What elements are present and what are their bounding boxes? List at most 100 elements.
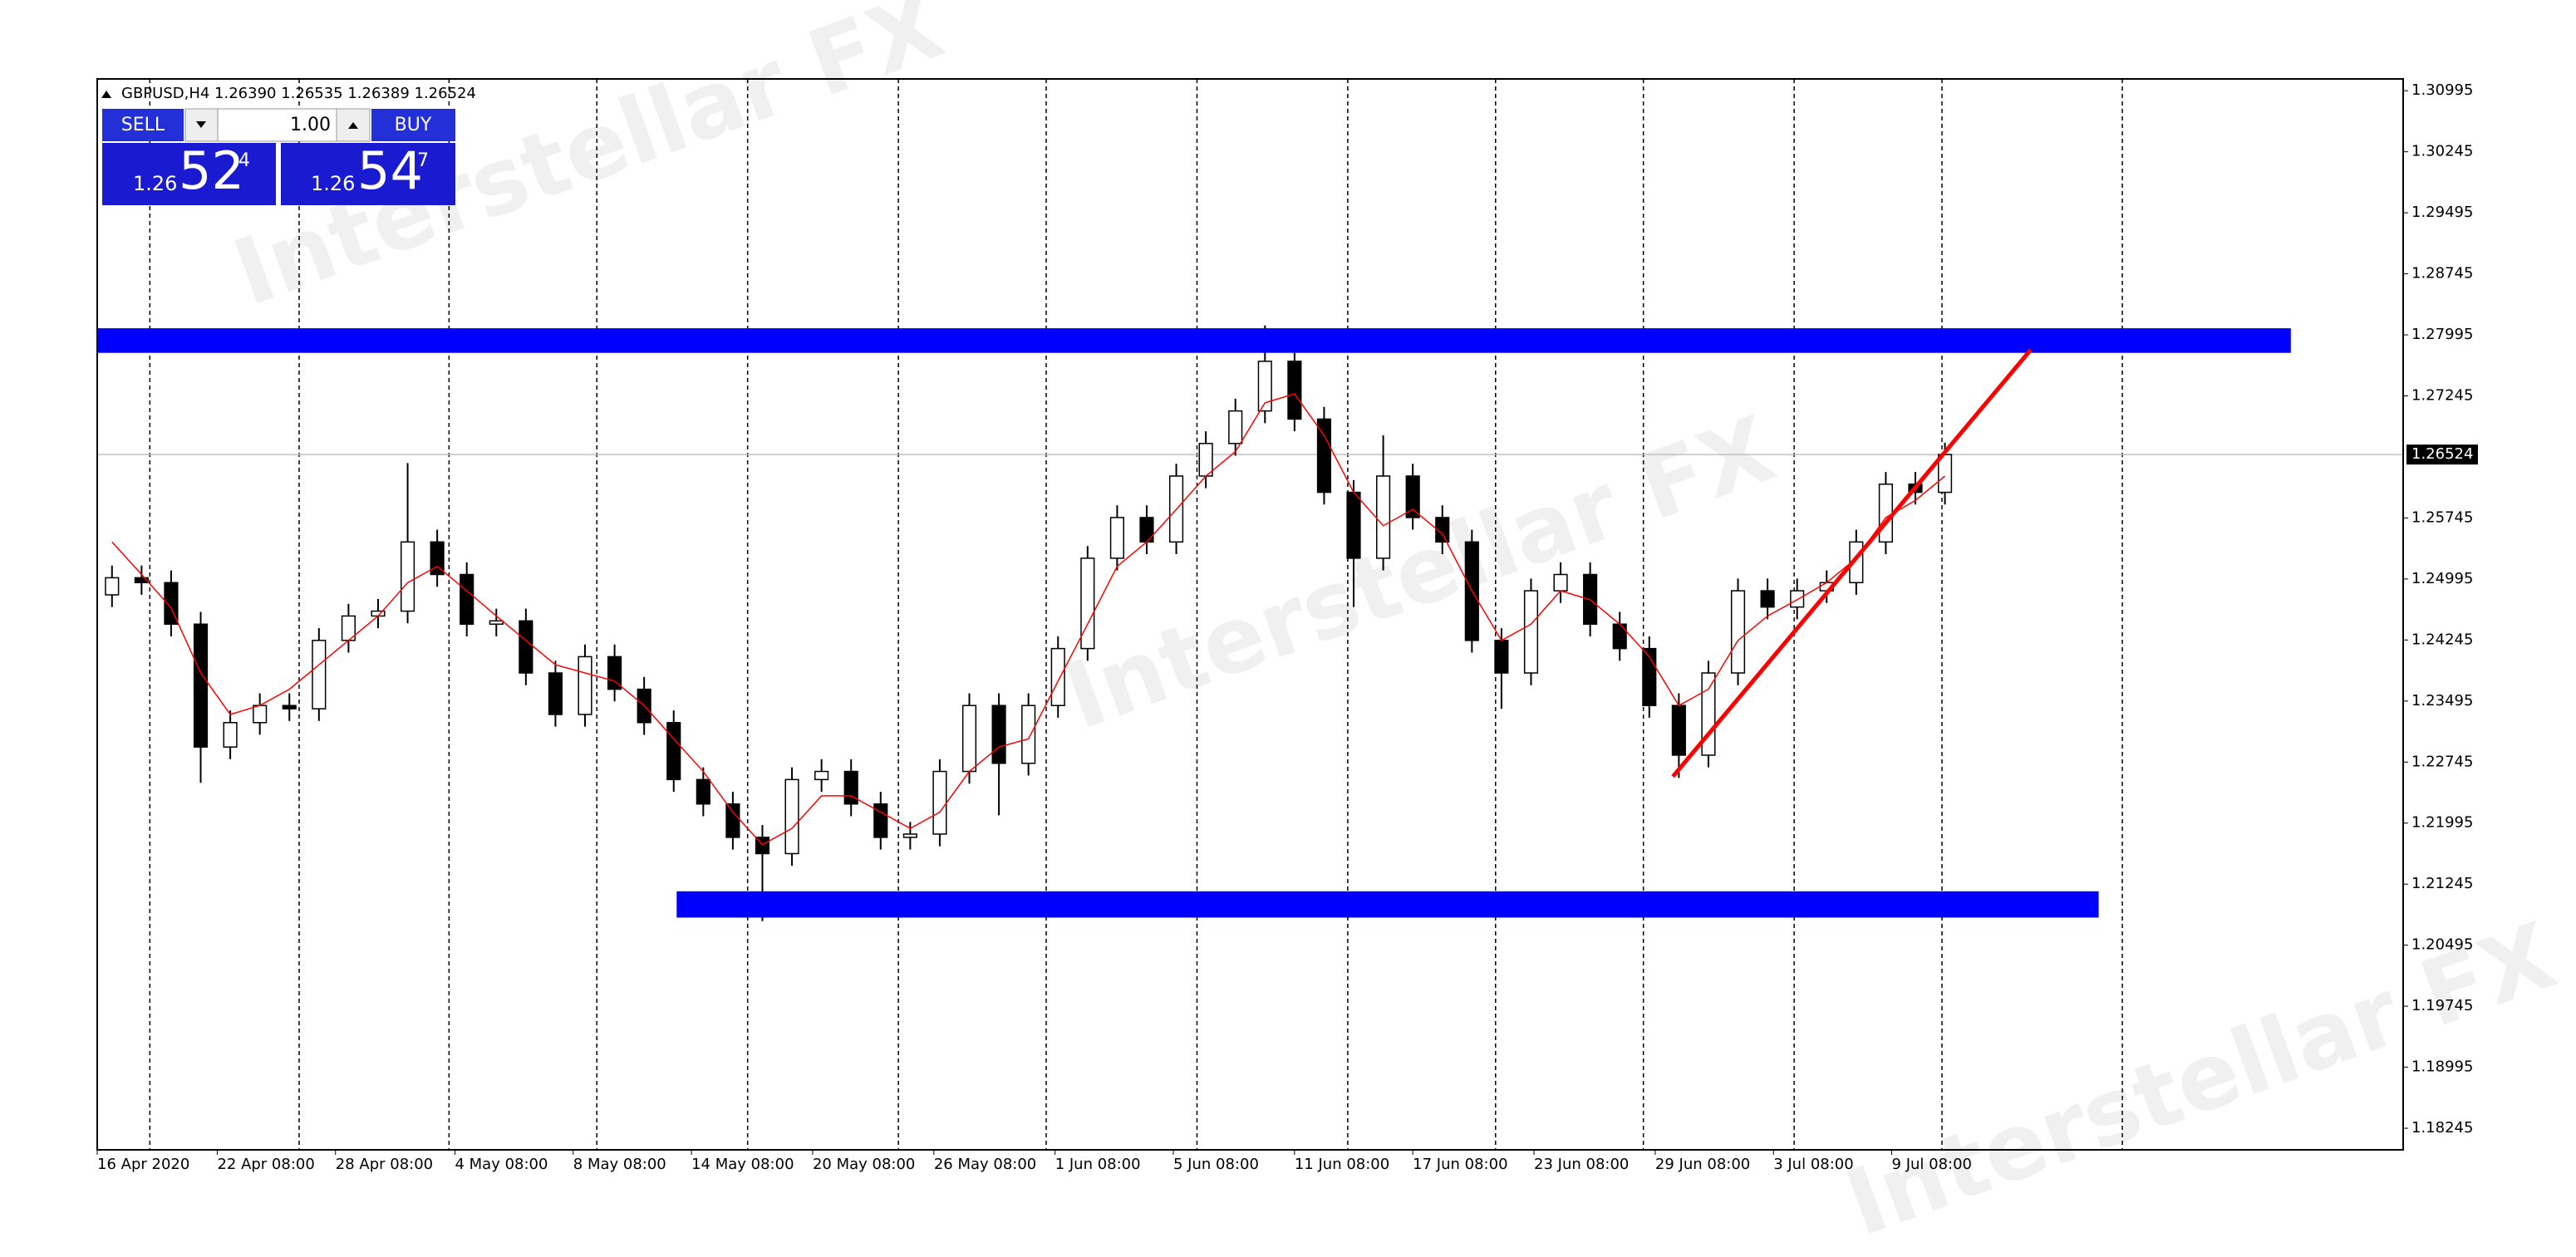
y-tick-label: 1.23495 [2411, 692, 2473, 710]
zone-rectangle [676, 891, 2099, 918]
x-tick-label: 16 Apr 2020 [97, 1156, 189, 1173]
ask-pips: 54 [357, 140, 423, 201]
ask-big: 1.26 [311, 172, 355, 195]
candle-body [430, 541, 445, 576]
candle-body [282, 705, 297, 710]
candle-body [105, 577, 120, 596]
candle-body [991, 705, 1006, 764]
candle-body [519, 620, 533, 674]
current-price-label: 1.26524 [2411, 445, 2473, 463]
candle-body [1376, 475, 1391, 559]
x-tick-label: 17 Jun 08:00 [1413, 1156, 1507, 1173]
y-tick-label: 1.28745 [2411, 265, 2473, 282]
candle-body [725, 803, 740, 838]
plot-area [97, 79, 2403, 1150]
ask-point: 7 [417, 150, 429, 171]
y-tick-label: 1.20495 [2411, 936, 2473, 954]
candle-body [1287, 361, 1302, 420]
candle-body [1228, 410, 1243, 444]
x-tick-label: 20 May 08:00 [813, 1156, 915, 1173]
candle-body [873, 803, 888, 838]
candle-body [1021, 705, 1036, 764]
candle-body [1878, 484, 1893, 543]
y-tick-label: 1.18245 [2411, 1119, 2473, 1137]
candle-body [961, 705, 977, 773]
buy-label: BUY [395, 115, 432, 135]
candle-body [1523, 590, 1539, 674]
trend-line [1671, 348, 2033, 778]
lot-input[interactable] [217, 108, 337, 142]
y-tick-label: 1.29495 [2411, 204, 2473, 221]
candle-body [1257, 361, 1272, 412]
candle-body [814, 770, 829, 781]
candle-body [1405, 475, 1420, 518]
y-tick-label: 1.21245 [2411, 875, 2473, 892]
y-tick-label: 1.25745 [2411, 508, 2473, 526]
x-tick-label: 29 Jun 08:00 [1655, 1156, 1750, 1173]
x-tick-label: 9 Jul 08:00 [1892, 1156, 1973, 1173]
x-tick-label: 23 Jun 08:00 [1534, 1156, 1629, 1173]
sell-button[interactable] [102, 109, 184, 141]
zone-rectangle [97, 328, 2291, 353]
candle-body [843, 770, 858, 805]
collapse-arrow[interactable] [101, 91, 111, 98]
candle-body [1612, 623, 1627, 650]
buy-button[interactable] [371, 109, 455, 141]
trade-panel: SELL 1.00 BUY 1.26 52 4 1.26 54 7 [102, 108, 455, 205]
candle-body [1553, 573, 1568, 592]
y-tick-label: 1.24995 [2411, 570, 2473, 587]
candle-body [193, 623, 209, 748]
up-arrow [348, 122, 358, 129]
watermark: Interstellar FX [1051, 395, 1787, 750]
candle-body [1050, 647, 1065, 706]
watermark: Interstellar FX [1832, 902, 2568, 1254]
candle-body [666, 722, 681, 781]
bid-pips: 52 [179, 140, 244, 201]
candle-body [784, 778, 799, 855]
candle-body [902, 833, 917, 838]
candle-body [253, 705, 268, 724]
x-tick-label: 14 May 08:00 [691, 1156, 794, 1173]
candle-body [1346, 491, 1361, 559]
candle-body [1435, 517, 1450, 543]
candle-body [1316, 418, 1332, 493]
x-tick-label: 11 Jun 08:00 [1295, 1156, 1389, 1173]
symbol-header: GBPUSD,H4 1.26390 1.26535 1.26389 1.2652… [121, 85, 476, 102]
candle-body [696, 778, 710, 805]
bid-box[interactable] [102, 143, 276, 205]
candle-body [548, 672, 563, 715]
candle-body [607, 656, 622, 690]
candle-body [1701, 672, 1716, 756]
candle-body [932, 770, 947, 835]
x-tick-label: 1 Jun 08:00 [1055, 1156, 1141, 1173]
candle-body [400, 541, 415, 612]
current-price-box [2406, 444, 2478, 465]
bid-big: 1.26 [133, 172, 177, 195]
x-tick-label: 3 Jul 08:00 [1773, 1156, 1854, 1173]
lot-value: 1.00 [290, 115, 331, 135]
candle-body [1139, 517, 1154, 543]
x-tick-label: 22 Apr 08:00 [217, 1156, 314, 1173]
y-tick-label: 1.30245 [2411, 143, 2473, 160]
candle-body [1494, 640, 1509, 674]
y-tick-label: 1.21995 [2411, 814, 2473, 832]
moving-average [111, 393, 1946, 846]
plot-frame [96, 78, 2404, 1151]
y-tick-label: 1.18995 [2411, 1058, 2473, 1076]
candle-body [312, 640, 327, 710]
candle-body [489, 620, 504, 626]
ask-box[interactable] [281, 143, 455, 205]
y-tick-label: 1.19745 [2411, 997, 2473, 1014]
candle-body [223, 722, 238, 748]
bid-point: 4 [238, 150, 250, 171]
candle-body [578, 656, 592, 715]
candle-body [1730, 590, 1746, 674]
sell-label: SELL [121, 115, 165, 135]
candle-body [134, 577, 149, 584]
y-tick-label: 1.27995 [2411, 326, 2473, 343]
x-tick-label: 8 May 08:00 [573, 1156, 666, 1173]
x-tick-label: 26 May 08:00 [934, 1156, 1036, 1173]
x-tick-label: 28 Apr 08:00 [336, 1156, 433, 1173]
candle-body [1790, 590, 1805, 608]
